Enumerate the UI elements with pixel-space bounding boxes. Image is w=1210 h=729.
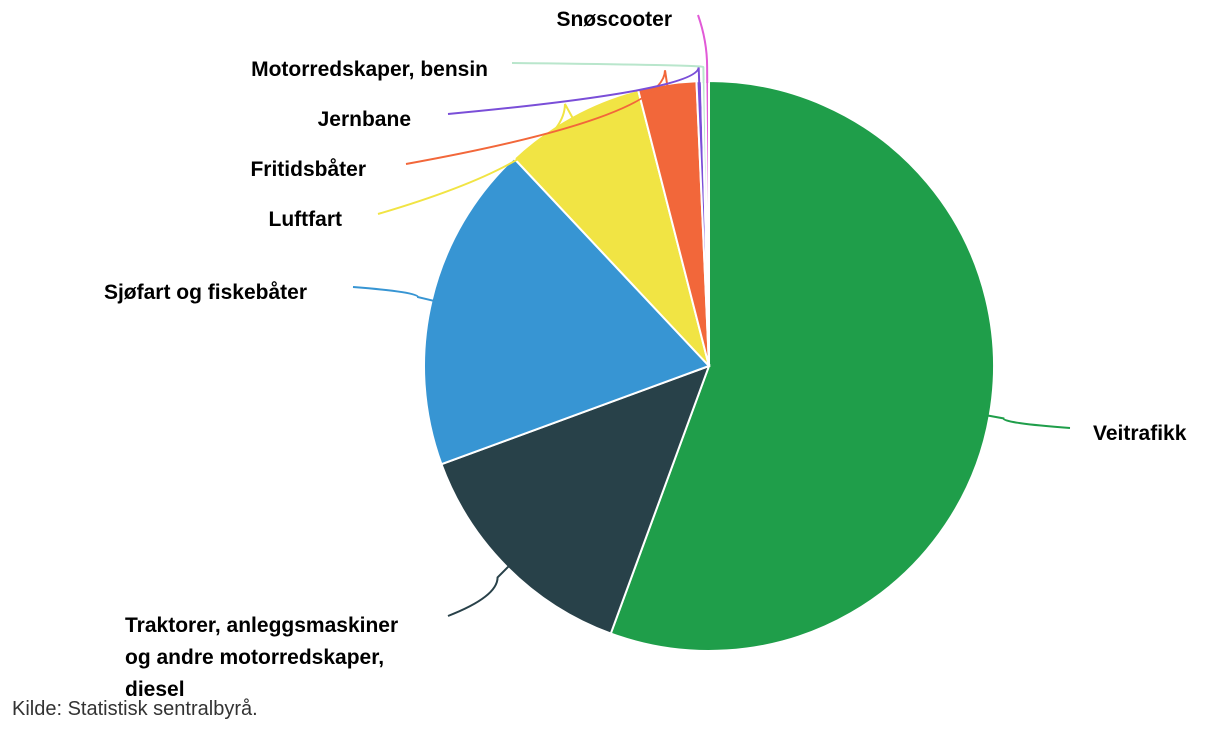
leader-line: [697, 14, 709, 84]
slice-label: Sjøfart og fiskebåter: [103, 281, 307, 304]
slice-label: Veitrafikk: [1093, 422, 1187, 445]
leader-line: [511, 62, 705, 84]
leader-line: [377, 103, 574, 215]
leader-line: [405, 70, 669, 165]
leader-line: [447, 565, 510, 617]
slice-label: Luftfart: [268, 208, 342, 231]
slice-label: Snøscooter: [556, 8, 672, 31]
leader-line: [447, 66, 701, 115]
slice-label: Motorredskaper, bensin: [251, 58, 488, 81]
source: Kilde: Statistisk sentralbyrå.: [12, 698, 258, 720]
leader-line: [352, 286, 434, 302]
slice-label: Traktorer, anleggsmaskiner og andre moto…: [125, 614, 399, 701]
slice-label: Jernbane: [317, 108, 411, 131]
slice-label: Fritidsbåter: [250, 158, 366, 181]
leader-line: [987, 414, 1071, 429]
